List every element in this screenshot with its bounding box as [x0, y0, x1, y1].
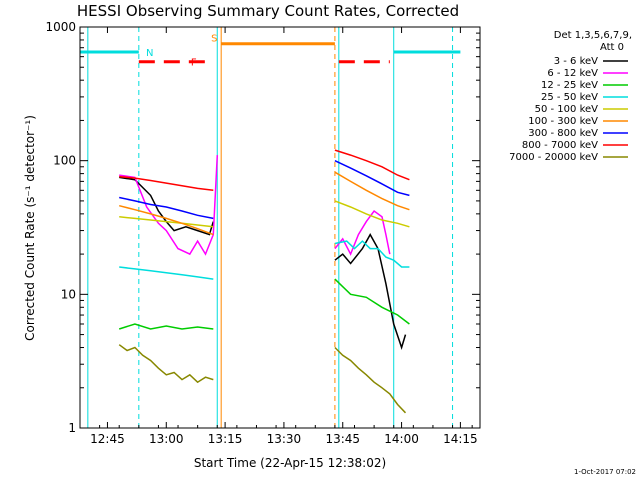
series-line-5-segment-2	[334, 200, 410, 228]
legend-entry-label-5: 50 - 100 keV	[535, 104, 599, 115]
x-tick-label-7: 14:15	[443, 432, 478, 446]
flag-label-s: S	[211, 34, 217, 45]
series-line-9-segment-1	[118, 344, 214, 384]
legend-entry-label-7: 300 - 800 keV	[528, 128, 598, 139]
x-axis-ticks: 12:45 13:00 13:15 13:30 13:45 14:00 14:15	[79, 27, 478, 446]
legend-entry-label-8: 800 - 7000 keV	[522, 140, 598, 151]
series-line-8-segment-2	[334, 149, 410, 181]
series-line-8-segment-1	[119, 175, 214, 192]
x-tick-label-5: 13:45	[325, 432, 360, 446]
y-tick-label-2: 10	[61, 287, 76, 301]
x-tick-label-4: 13:30	[267, 432, 302, 446]
flag-label-f: F	[191, 58, 197, 69]
legend-header-line-1: Det 1,3,5,6,7,9,	[554, 30, 632, 41]
legend-entry-label-1: 3 - 6 keV	[554, 56, 598, 67]
series-line-7-segment-1	[119, 196, 214, 220]
y-tick-label-4: 1000	[45, 20, 76, 34]
legend-header-line-2: Att 0	[600, 42, 624, 53]
x-tick-label-3: 13:15	[208, 432, 243, 446]
x-tick-label-6: 14:00	[384, 432, 419, 446]
plot-area: N F S	[79, 26, 481, 429]
series-line-2-segment-2	[334, 209, 391, 256]
flag-label-n: N	[146, 48, 153, 59]
series-line-3-segment-2	[334, 278, 410, 325]
plot-frame	[79, 26, 481, 429]
series-line-1-segment-2	[334, 233, 407, 350]
series-line-4-segment-2	[334, 240, 410, 268]
chart-title: HESSI Observing Summary Count Rates, Cor…	[77, 2, 459, 20]
legend-entry-label-6: 100 - 300 keV	[528, 116, 598, 127]
series-line-3-segment-1	[118, 323, 214, 330]
y-axis-ticks: 1 10 100 1000	[45, 20, 480, 435]
y-axis-label: Corrected Count Rate (s⁻¹ detector⁻¹)	[23, 115, 37, 341]
series-line-5-segment-1	[119, 216, 214, 228]
series-line-1-segment-1	[119, 176, 215, 236]
series-line-9-segment-2	[334, 346, 407, 414]
legend-entry-label-4: 25 - 50 keV	[541, 92, 598, 103]
footer-date: 1-Oct-2017 07:02	[574, 468, 636, 476]
legend-entry-label-3: 12 - 25 keV	[541, 80, 598, 91]
series-line-4-segment-1	[119, 266, 214, 280]
x-tick-label-2: 13:00	[149, 432, 184, 446]
series-line-6-segment-2	[334, 171, 410, 211]
series-line-6-segment-1	[119, 204, 214, 236]
series-line-7-segment-2	[334, 160, 410, 197]
series-line-2-segment-1	[119, 155, 219, 256]
legend-entry-label-9: 7000 - 20000 keV	[509, 152, 598, 163]
x-tick-label-1: 12:45	[90, 432, 125, 446]
legend-entry-label-2: 6 - 12 keV	[547, 68, 598, 79]
y-tick-label-1: 1	[68, 421, 76, 435]
y-tick-label-3: 100	[53, 154, 76, 168]
x-axis-label: Start Time (22-Apr-15 12:38:02)	[194, 456, 386, 470]
